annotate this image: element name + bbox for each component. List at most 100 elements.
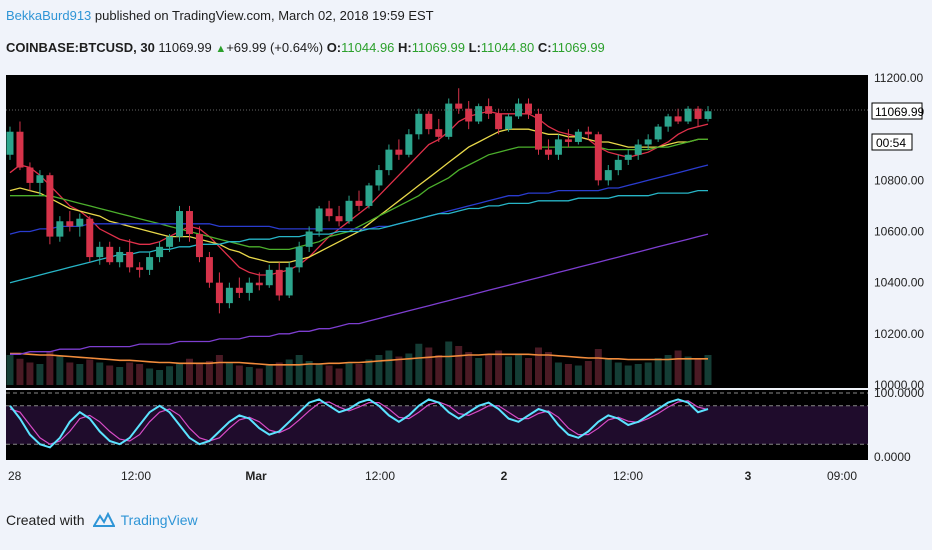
price-tick-label: 10400.00 bbox=[874, 276, 924, 290]
time-tick-label: 3 bbox=[745, 469, 752, 483]
price-tick-label: 10600.00 bbox=[874, 225, 924, 239]
last-price-badge bbox=[871, 102, 923, 120]
candle-body bbox=[76, 218, 84, 227]
volume-bar bbox=[445, 341, 453, 385]
candle-body bbox=[146, 257, 154, 270]
volume-bar bbox=[16, 358, 24, 385]
volume-bar bbox=[704, 355, 712, 385]
volume-bar bbox=[485, 355, 493, 385]
volume-bar bbox=[96, 362, 104, 385]
candle-body bbox=[515, 103, 523, 117]
volume-bar bbox=[76, 364, 84, 385]
candle-body bbox=[594, 134, 602, 181]
volume-bar bbox=[235, 365, 243, 385]
volume-bar bbox=[166, 366, 174, 385]
candle-body bbox=[564, 139, 572, 142]
volume-bar bbox=[176, 362, 184, 385]
candle-body bbox=[405, 134, 413, 155]
candle-body bbox=[465, 108, 473, 122]
symbol-header: COINBASE:BTCUSD, 30 11069.99 ▲+69.99 (+0… bbox=[6, 40, 605, 55]
volume-bar bbox=[46, 351, 54, 385]
volume-bar bbox=[614, 362, 622, 385]
volume-bar bbox=[544, 352, 552, 385]
volume-bars bbox=[6, 341, 712, 385]
high-value: 11069.99 bbox=[411, 40, 466, 55]
price-chart[interactable]: 11200.00 10800.00 10600.00 10400.00 10200.00… bbox=[0, 0, 932, 500]
candle-body bbox=[295, 246, 303, 268]
candle-body bbox=[634, 144, 642, 155]
candle-body bbox=[355, 200, 363, 206]
volume-bar bbox=[674, 350, 682, 385]
candle-body bbox=[46, 175, 54, 237]
volume-bar bbox=[505, 356, 513, 385]
low-value: 11044.80 bbox=[480, 40, 535, 55]
volume-bar bbox=[634, 364, 642, 385]
author-link[interactable]: BekkaBurd913 bbox=[6, 8, 92, 23]
volume-bar bbox=[584, 361, 592, 385]
candle-body bbox=[445, 103, 453, 137]
candle-body bbox=[614, 159, 622, 171]
moving-average-line bbox=[10, 138, 708, 251]
oscillator-lines bbox=[9, 398, 709, 449]
volume-bar bbox=[205, 361, 213, 385]
moving-average-line bbox=[10, 233, 709, 355]
price-axis-labels: 11200.00 10800.00 10600.00 10400.00 10200.00… bbox=[874, 71, 924, 464]
main-pane bbox=[6, 75, 868, 388]
candle-body bbox=[225, 287, 233, 304]
volume-bar bbox=[465, 352, 473, 385]
volume-bar bbox=[564, 364, 572, 385]
volume-bar bbox=[255, 368, 263, 385]
published-text: published on TradingView.com, March 02, … bbox=[94, 8, 434, 23]
countdown-badge bbox=[871, 133, 913, 151]
candle-body bbox=[395, 149, 403, 155]
oscillator-tick-label: 0.0000 bbox=[874, 450, 911, 464]
candle-body bbox=[485, 106, 493, 114]
candle-body bbox=[554, 139, 562, 155]
high-label: H: bbox=[398, 40, 412, 55]
candle-body bbox=[255, 282, 263, 286]
volume-bar bbox=[694, 359, 702, 385]
volume-bar bbox=[335, 368, 343, 385]
last-price: 11069.99 bbox=[158, 40, 212, 55]
candle-body bbox=[365, 185, 373, 206]
created-with-text: Created with bbox=[6, 512, 85, 528]
volume-bar bbox=[265, 365, 273, 385]
candle-body bbox=[604, 170, 612, 181]
volume-bar bbox=[395, 356, 403, 385]
candle-body bbox=[544, 149, 552, 155]
volume-bar bbox=[495, 350, 503, 385]
volume-bar bbox=[515, 353, 523, 385]
volume-bar bbox=[435, 355, 443, 385]
volume-bar bbox=[66, 362, 74, 385]
volume-bar bbox=[455, 346, 463, 385]
candle-body bbox=[136, 267, 144, 270]
volume-bar bbox=[6, 355, 14, 385]
candle-body bbox=[644, 139, 652, 145]
candle-body bbox=[56, 221, 64, 237]
candle-body bbox=[684, 108, 692, 122]
publish-header: BekkaBurd913 published on TradingView.co… bbox=[6, 8, 434, 23]
volume-bar bbox=[225, 362, 233, 385]
time-tick-label: 2 bbox=[501, 469, 508, 483]
oscillator-band-fill bbox=[6, 405, 868, 445]
time-tick-label: Mar bbox=[245, 469, 267, 483]
candle-body bbox=[285, 267, 293, 296]
candle-body bbox=[704, 111, 712, 119]
candles bbox=[6, 88, 712, 314]
volume-bar bbox=[325, 365, 333, 385]
candle-body bbox=[325, 208, 333, 217]
candle-body bbox=[126, 251, 134, 268]
candle-body bbox=[116, 251, 124, 263]
volume-bar bbox=[195, 364, 203, 385]
tradingview-link[interactable]: TradingView bbox=[92, 512, 198, 528]
low-label: L: bbox=[468, 40, 481, 55]
volume-bar bbox=[684, 356, 692, 385]
volume-bar bbox=[136, 364, 144, 385]
volume-bar bbox=[245, 367, 253, 385]
candle-body bbox=[16, 131, 24, 168]
candle-body bbox=[156, 246, 164, 258]
time-axis-labels: 28 12:00 Mar 12:00 2 12:00 3 09:00 bbox=[8, 469, 857, 483]
candle-body bbox=[86, 218, 94, 258]
footer: Created with TradingView bbox=[6, 512, 198, 528]
volume-bar bbox=[26, 362, 34, 385]
